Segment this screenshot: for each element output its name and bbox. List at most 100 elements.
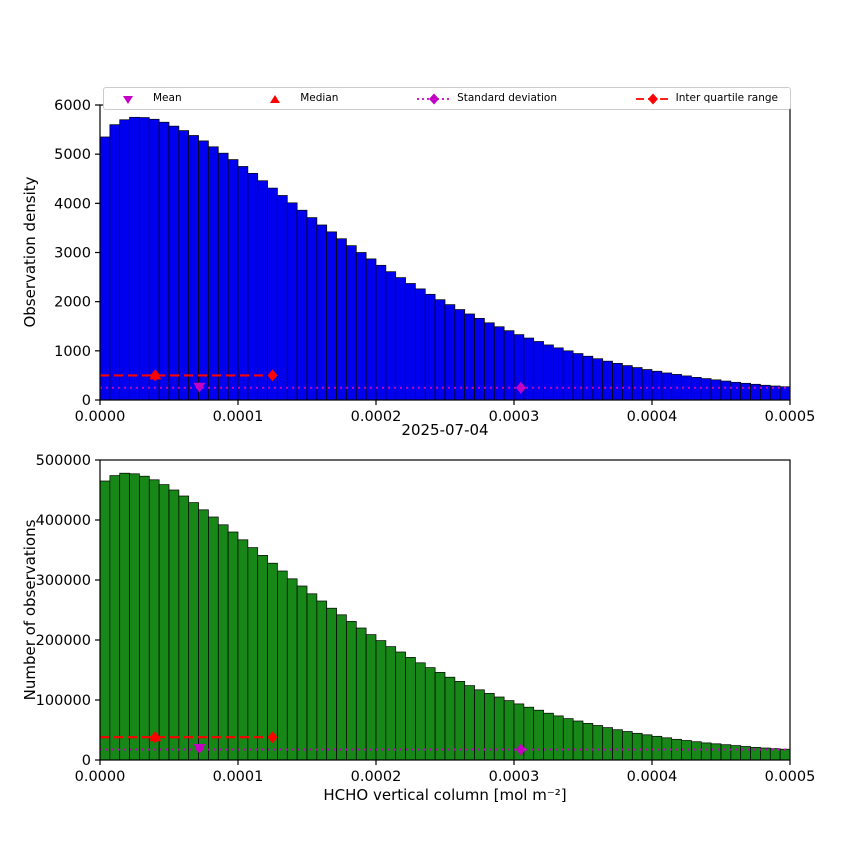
histogram-bar [227,531,239,761]
std-deviation-marker [515,381,526,394]
median-marker [149,369,162,380]
histogram-bar [572,353,584,401]
histogram-bar [553,347,564,401]
histogram-bar [533,709,544,761]
histogram-bar [158,121,170,401]
diamond-dashed-icon [635,93,670,104]
histogram-bar [217,152,229,401]
histogram-bar [139,475,150,761]
histogram-bar [543,712,554,761]
histogram-bar [129,116,140,401]
histogram-bar [316,224,328,401]
x-tick-label: 0.0000 [75,769,126,785]
histogram-bar [503,330,515,401]
x-tick-label: 0.0004 [627,769,678,785]
histogram-bar [326,607,337,761]
histogram-bar [592,358,604,401]
histogram-bar [730,745,742,761]
legend: Mean Median Standard deviation Inter quarti… [103,87,791,110]
histogram-bar [395,651,406,761]
histogram-bar [700,378,712,401]
triangle-down-icon [123,95,133,104]
histogram-bar [355,627,367,761]
x-tick-label: 0.0002 [351,769,402,785]
histogram-bar [720,380,732,401]
histogram-bar [168,125,180,401]
y-tick-label: 500000 [36,453,91,469]
histogram-bar [631,732,643,761]
histogram-bar [661,372,673,401]
number-of-observations-histogram: 0.0000 0.0001 0.0002 0.0003 0.0004 0.0005 0 100… [36,453,816,785]
histogram-bar [553,715,564,761]
xlabel-hcho-vertical-column: HCHO vertical column [mol m⁻²] [323,786,567,804]
x-tick-label: 0.0001 [213,409,264,425]
histogram-bar [385,646,397,761]
histogram-bar [286,202,298,401]
histogram-bar [562,350,574,401]
histogram-bar [592,725,604,761]
legend-item-inter-quartile-range: Inter quartile range [635,92,778,106]
histogram-bar [720,744,732,761]
histogram-bar [730,381,742,401]
histogram-bar [267,562,278,761]
y-tick-label: 0 [82,393,91,409]
mean-marker [193,382,206,393]
y-tick-label: 5000 [54,147,91,163]
histogram-bar [316,600,328,761]
legend-item-mean: Mean [112,92,182,106]
ylabel-number-of-observations: Number of observations [21,519,39,701]
x-tick-label: 0.0005 [765,409,816,425]
histogram-bar [434,672,446,761]
histogram-bar [296,585,308,761]
histogram-bar [710,379,722,401]
histogram-bar [602,727,613,761]
histogram-bar [99,480,111,761]
x-tick-label: 0.0003 [489,769,540,785]
y-tick-label: 100000 [36,693,91,709]
histogram-bar [198,140,209,401]
histogram-bar [365,634,377,761]
x-tick-label: 0.0004 [627,409,678,425]
histogram-bar [129,473,140,761]
histogram-bar [336,614,347,761]
histogram-bar [158,484,170,761]
histogram-bar [217,524,229,761]
x-tick-label: 0.0000 [75,409,126,425]
histogram-bar [346,621,357,761]
histogram-bar [247,172,259,401]
x-tick-label: 0.0003 [489,409,540,425]
histogram-bar [385,271,397,401]
y-tick-label: 3000 [54,246,91,262]
y-tick-label: 6000 [54,98,91,114]
histogram-bar [227,159,239,401]
histogram-bar [631,367,643,401]
histogram-bar [277,570,288,761]
histogram-bar [405,283,416,401]
histogram-bar [493,326,505,401]
histogram-bar [346,245,357,401]
histogram-bar [405,657,416,761]
histogram-bar [286,578,298,761]
legend-item-standard-deviation: Standard deviation [416,92,557,106]
legend-label: Mean [153,92,182,105]
histogram-bar [641,369,653,401]
histogram-bar [493,696,505,761]
histogram-bar [543,344,554,401]
histogram-bar [119,119,130,401]
y-tick-label: 400000 [36,513,91,529]
y-tick-label: 0 [82,753,91,769]
mean-marker [193,744,206,754]
histogram-bar [375,264,387,401]
histogram-bar [700,742,712,761]
histogram-bar [306,217,318,401]
observation-density-histogram: 0.0000 0.0001 0.0002 0.0003 0.0004 0.0005 0 100… [54,98,815,425]
histogram-bar [178,130,190,401]
histogram-bar [306,593,318,761]
histogram-bar [602,360,613,401]
histogram-bar [208,146,219,401]
y-tick-label: 2000 [54,295,91,311]
histogram-bar [208,516,219,761]
histogram-bar [178,495,190,761]
y-tick-label: 4000 [54,196,91,212]
